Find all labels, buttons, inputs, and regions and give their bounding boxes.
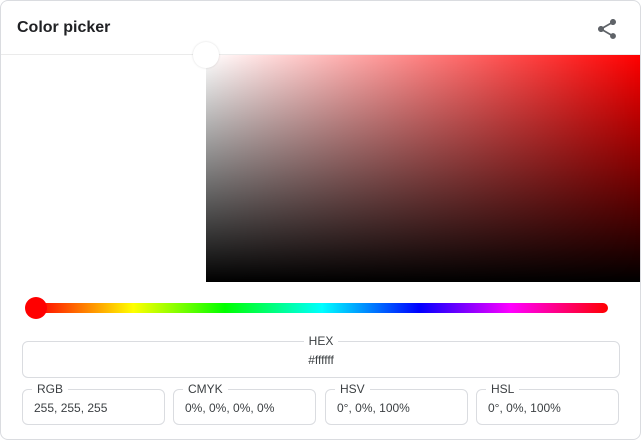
- share-icon: [598, 19, 616, 39]
- cmyk-input[interactable]: [185, 400, 310, 416]
- hsl-field: HSL: [476, 383, 619, 425]
- hsv-input[interactable]: [337, 400, 462, 416]
- color-preview-swatch: [1, 55, 206, 282]
- hue-slider-track[interactable]: [36, 303, 608, 313]
- value-gradient: [206, 55, 640, 282]
- hex-field: HEX: [22, 335, 620, 378]
- hex-label: HEX: [308, 334, 334, 348]
- share-button[interactable]: [595, 17, 619, 41]
- card-header: Color picker: [1, 1, 640, 55]
- card-title: Color picker: [17, 19, 111, 36]
- hsl-input[interactable]: [488, 400, 613, 416]
- cmyk-label: CMYK: [188, 382, 223, 396]
- rgb-label: RGB: [37, 382, 64, 396]
- saturation-value-handle[interactable]: [193, 42, 219, 68]
- rgb-input[interactable]: [34, 400, 159, 416]
- hsl-label: HSL: [491, 382, 515, 396]
- hsv-field: HSV: [325, 383, 468, 425]
- saturation-value-area[interactable]: [193, 42, 640, 282]
- hue-slider-handle[interactable]: [25, 297, 47, 319]
- cmyk-field: CMYK: [173, 383, 316, 425]
- rgb-field: RGB: [22, 383, 165, 425]
- hsv-label: HSV: [340, 382, 365, 396]
- hex-input[interactable]: [23, 352, 619, 368]
